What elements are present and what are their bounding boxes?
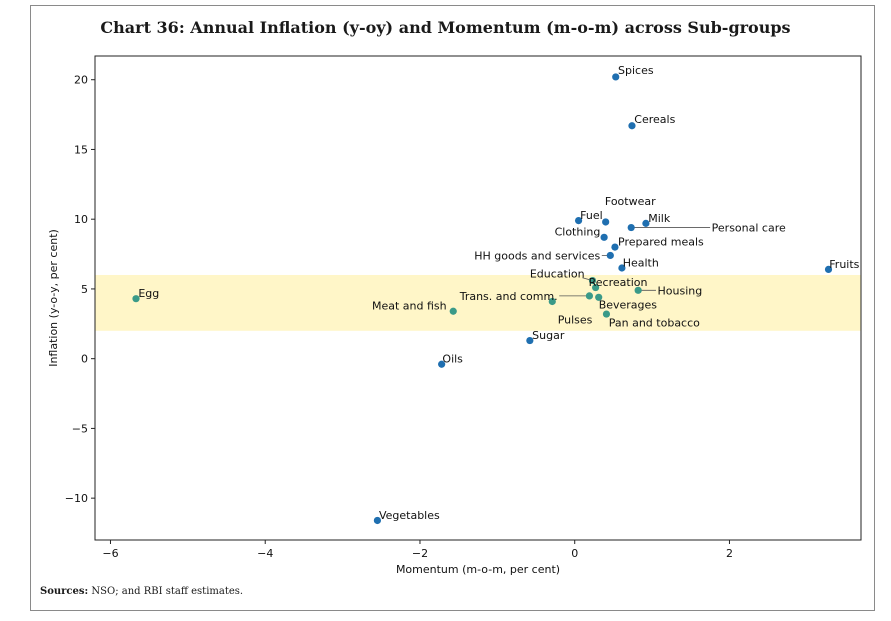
- label-milk: Milk: [648, 212, 671, 225]
- point-pulses: [548, 297, 556, 306]
- point-cereals: [628, 122, 636, 130]
- label-fruits: Fruits: [829, 258, 859, 271]
- label-footwear: Footwear: [605, 195, 656, 208]
- label-prepared-meals: Prepared meals: [618, 236, 704, 249]
- point-pan-and-tobacco: [602, 310, 611, 318]
- label-vegetables: Vegetables: [379, 509, 440, 522]
- source-label: Sources:: [40, 586, 89, 597]
- x-tick-label: 0: [571, 547, 578, 560]
- label-education: Education: [530, 268, 585, 281]
- label-beverages: Beverages: [599, 298, 658, 311]
- point-fruits: [824, 265, 833, 274]
- y-tick-label: 15: [74, 143, 88, 156]
- point-sugar: [526, 336, 534, 345]
- label-meat-and-fish: Meat and fish: [372, 300, 447, 313]
- label-spices: Spices: [618, 64, 654, 77]
- source-text: NSO; and RBI staff estimates.: [91, 586, 244, 597]
- point-trans-and-comm: [585, 292, 594, 300]
- point-recreation: [592, 283, 600, 292]
- x-tick-label: −4: [257, 547, 273, 560]
- y-tick-label: 0: [81, 353, 88, 366]
- x-tick-label: 2: [726, 547, 733, 560]
- point-health: [618, 264, 626, 272]
- label-sugar: Sugar: [532, 329, 565, 342]
- source-note: Sources: NSO; and RBI staff estimates.: [40, 586, 243, 597]
- x-axis-label: Momentum (m-o-m, per cent): [396, 563, 560, 576]
- chart-title: Chart 36: Annual Inflation (y-oy) and Mo…: [100, 18, 791, 37]
- point-hh-goods-and-services: [606, 251, 614, 260]
- label-trans-and-comm: Trans. and comm.: [459, 290, 558, 303]
- y-axis-label: Inflation (y-o-y, per cent): [47, 229, 60, 367]
- label-fuel: Fuel: [580, 209, 603, 222]
- y-tick-label: 20: [74, 74, 88, 87]
- point-egg: [132, 295, 140, 303]
- label-health: Health: [623, 256, 659, 269]
- point-fuel: [574, 216, 583, 225]
- x-tick-label: −6: [102, 547, 118, 560]
- label-housing: Housing: [658, 284, 703, 297]
- point-prepared-meals: [611, 243, 619, 251]
- point-beverages: [595, 293, 603, 301]
- label-cereals: Cereals: [634, 113, 675, 126]
- point-spices: [612, 73, 620, 81]
- point-housing: [634, 286, 642, 294]
- y-tick-label: −10: [65, 492, 88, 505]
- point-meat-and-fish: [449, 307, 457, 315]
- point-milk: [642, 219, 650, 227]
- point-personal-care: [627, 223, 635, 232]
- point-education: [588, 276, 597, 285]
- target-band: [95, 274, 861, 331]
- label-oils: Oils: [442, 353, 463, 366]
- point-clothing: [600, 233, 608, 241]
- y-tick-label: 10: [74, 213, 88, 226]
- label-pulses: Pulses: [558, 314, 593, 327]
- label-recreation: Recreation: [589, 276, 648, 289]
- y-tick-label: 5: [81, 283, 88, 296]
- label-hh-goods-and-services: HH goods and services: [474, 249, 600, 262]
- label-personal-care: Personal care: [712, 222, 786, 235]
- x-tick-label: −2: [412, 547, 428, 560]
- point-footwear: [602, 218, 610, 226]
- label-pan-and-tobacco: Pan and tobacco: [609, 316, 700, 329]
- point-oils: [438, 360, 446, 368]
- point-vegetables: [373, 516, 382, 525]
- label-clothing: Clothing: [555, 226, 601, 239]
- label-egg: Egg: [138, 287, 159, 300]
- y-tick-label: −5: [72, 422, 88, 435]
- plot-area-border: [94, 55, 862, 541]
